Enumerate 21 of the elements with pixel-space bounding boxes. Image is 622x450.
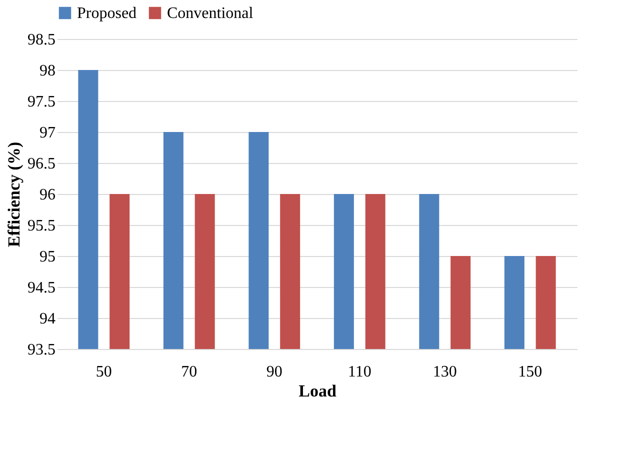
x-tick-label: 70 (181, 364, 198, 380)
x-tick-label: 90 (266, 364, 282, 380)
x-tick-label: 130 (432, 364, 457, 380)
y-tick-label: 95.5 (28, 218, 56, 234)
y-tick-label: 97 (40, 124, 56, 142)
y-tick-label: 98.5 (28, 32, 56, 48)
x-axis-title: Load (298, 382, 337, 400)
y-axis-title: Efficiency (%) (4, 142, 24, 248)
x-tick-label: 110 (348, 364, 372, 380)
y-tick-label: 96.5 (28, 156, 56, 172)
y-tick-label: 94.5 (28, 280, 56, 296)
y-tick-label: 96 (40, 186, 56, 204)
legend-label: Proposed (77, 5, 137, 22)
x-tick-label: 150 (518, 364, 542, 380)
x-tick-label: 50 (96, 364, 112, 380)
legend-label: Conventional (167, 5, 254, 22)
y-tick-label: 97.5 (28, 94, 56, 110)
y-tick-label: 95 (40, 248, 56, 266)
y-tick-label: 94 (40, 310, 56, 328)
y-tick-label: 93.5 (28, 342, 56, 358)
y-tick-label: 98 (40, 62, 56, 80)
